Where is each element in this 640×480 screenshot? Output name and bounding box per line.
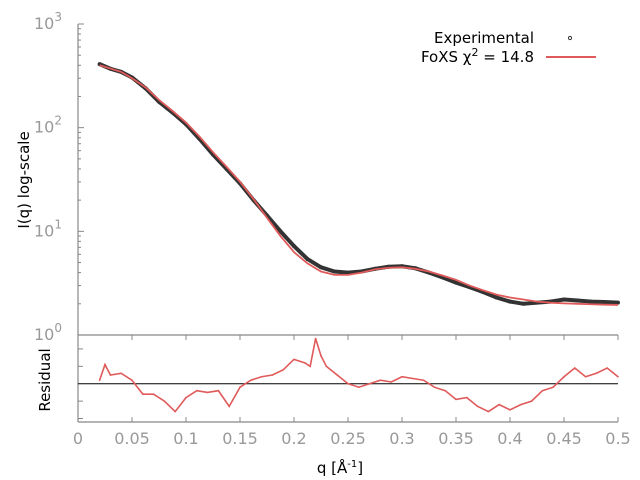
residual-point: [98, 379, 101, 382]
experimental-point: [292, 244, 296, 249]
residual-point: [314, 337, 317, 340]
y-tick-label: 101: [34, 217, 62, 240]
experimental-point: [508, 299, 512, 304]
residual-point: [433, 386, 436, 389]
y-tick-label: 102: [34, 114, 62, 137]
experimental-point: [494, 295, 499, 300]
x-tick-label: 0.15: [222, 429, 258, 448]
residual-point: [617, 375, 619, 378]
x-tick-label: 0.25: [330, 429, 366, 448]
residual-point: [574, 367, 576, 369]
experimental-point: [332, 269, 337, 274]
residual-point: [325, 365, 328, 368]
residual-point: [120, 372, 122, 375]
residual-point: [282, 369, 285, 371]
residual-point: [185, 396, 187, 399]
experimental-point: [589, 299, 593, 304]
foxs-fit-line: [99, 64, 619, 306]
y-tick-label: 103: [34, 10, 62, 33]
residual-point: [293, 358, 295, 361]
y-tick-label: 100: [34, 321, 62, 344]
residual-point: [217, 389, 220, 392]
experimental-series-line: [98, 62, 619, 306]
residual-point: [358, 386, 360, 389]
residual-point: [206, 391, 209, 394]
intensity-panel: 100 101 102 103 I(q) log-scale Experimental…: [15, 10, 620, 344]
residual-point: [595, 372, 598, 375]
residual-point: [541, 389, 544, 392]
residual-point: [368, 382, 371, 385]
residual-y-label: Residual: [36, 348, 54, 411]
residual-point: [455, 398, 457, 401]
experimental-point: [319, 265, 323, 270]
residual-line: [98, 338, 619, 413]
experimental-point: [454, 280, 458, 285]
x-tick-label: 0.2: [281, 429, 306, 448]
residual-point: [606, 367, 608, 369]
residual-point: [347, 382, 349, 385]
x-tick-label: 0.4: [497, 429, 522, 448]
experimental-point: [278, 229, 283, 234]
experimental-point: [562, 297, 566, 302]
x-tick-label: 0.5: [605, 429, 630, 448]
residual-point: [320, 355, 322, 357]
residual-point: [584, 375, 587, 378]
legend: Experimental FoXS χ2 = 14.8: [421, 29, 596, 66]
residual-point: [228, 405, 230, 408]
legend-label-foxs: FoXS χ2 = 14.8: [421, 46, 534, 66]
x-tick-label: 0.05: [114, 429, 150, 448]
legend-marker-experimental: [567, 35, 573, 41]
residual-point: [109, 374, 112, 376]
residual-point: [509, 409, 511, 411]
experimental-point: [602, 300, 607, 305]
experimental-point: [575, 298, 580, 303]
residual-point: [466, 396, 468, 399]
x-tick-label: 0: [73, 429, 83, 448]
residual-point: [304, 362, 306, 364]
residual-point: [379, 379, 382, 382]
experimental-point: [616, 300, 620, 305]
residual-point: [131, 379, 133, 382]
residual-point: [487, 410, 490, 413]
residual-point: [422, 379, 425, 382]
residual-point: [412, 377, 414, 380]
residual-point: [401, 375, 403, 378]
y-axis-label: I(q) log-scale: [15, 131, 33, 228]
residual-point: [552, 386, 554, 389]
residual-point: [174, 410, 176, 413]
x-tick-label: 0.3: [389, 429, 414, 448]
residual-point: [239, 386, 241, 389]
residual-point: [390, 381, 393, 383]
experimental-point: [521, 301, 526, 306]
residual-point: [104, 363, 106, 366]
residual-point: [476, 405, 479, 408]
residual-point: [530, 400, 533, 402]
residual-point: [142, 393, 144, 395]
residual-panel: 0 0.05 0.1 0.15 0.2 0.25 0.3 0.35 0.4 0.45 0.5 Res…: [36, 334, 631, 477]
residual-point: [498, 403, 501, 406]
x-axis-label: q [Å-1]: [317, 458, 363, 477]
legend-label-experimental: Experimental: [434, 29, 534, 47]
residual-point: [563, 375, 565, 378]
residual-point: [196, 389, 198, 392]
residual-point: [260, 375, 263, 378]
experimental-point: [305, 257, 310, 262]
experimental-point: [346, 270, 350, 275]
x-tick-label: 0.45: [546, 429, 582, 448]
residual-point: [336, 374, 339, 376]
residual-point: [163, 400, 166, 402]
residual-point: [152, 393, 155, 395]
residual-point: [250, 379, 252, 382]
residual-point: [309, 365, 312, 368]
x-tick-label: 0.1: [173, 429, 198, 448]
residual-point: [520, 403, 522, 406]
residual-point: [271, 374, 274, 376]
residual-point: [444, 389, 447, 392]
x-tick-label: 0.35: [438, 429, 474, 448]
